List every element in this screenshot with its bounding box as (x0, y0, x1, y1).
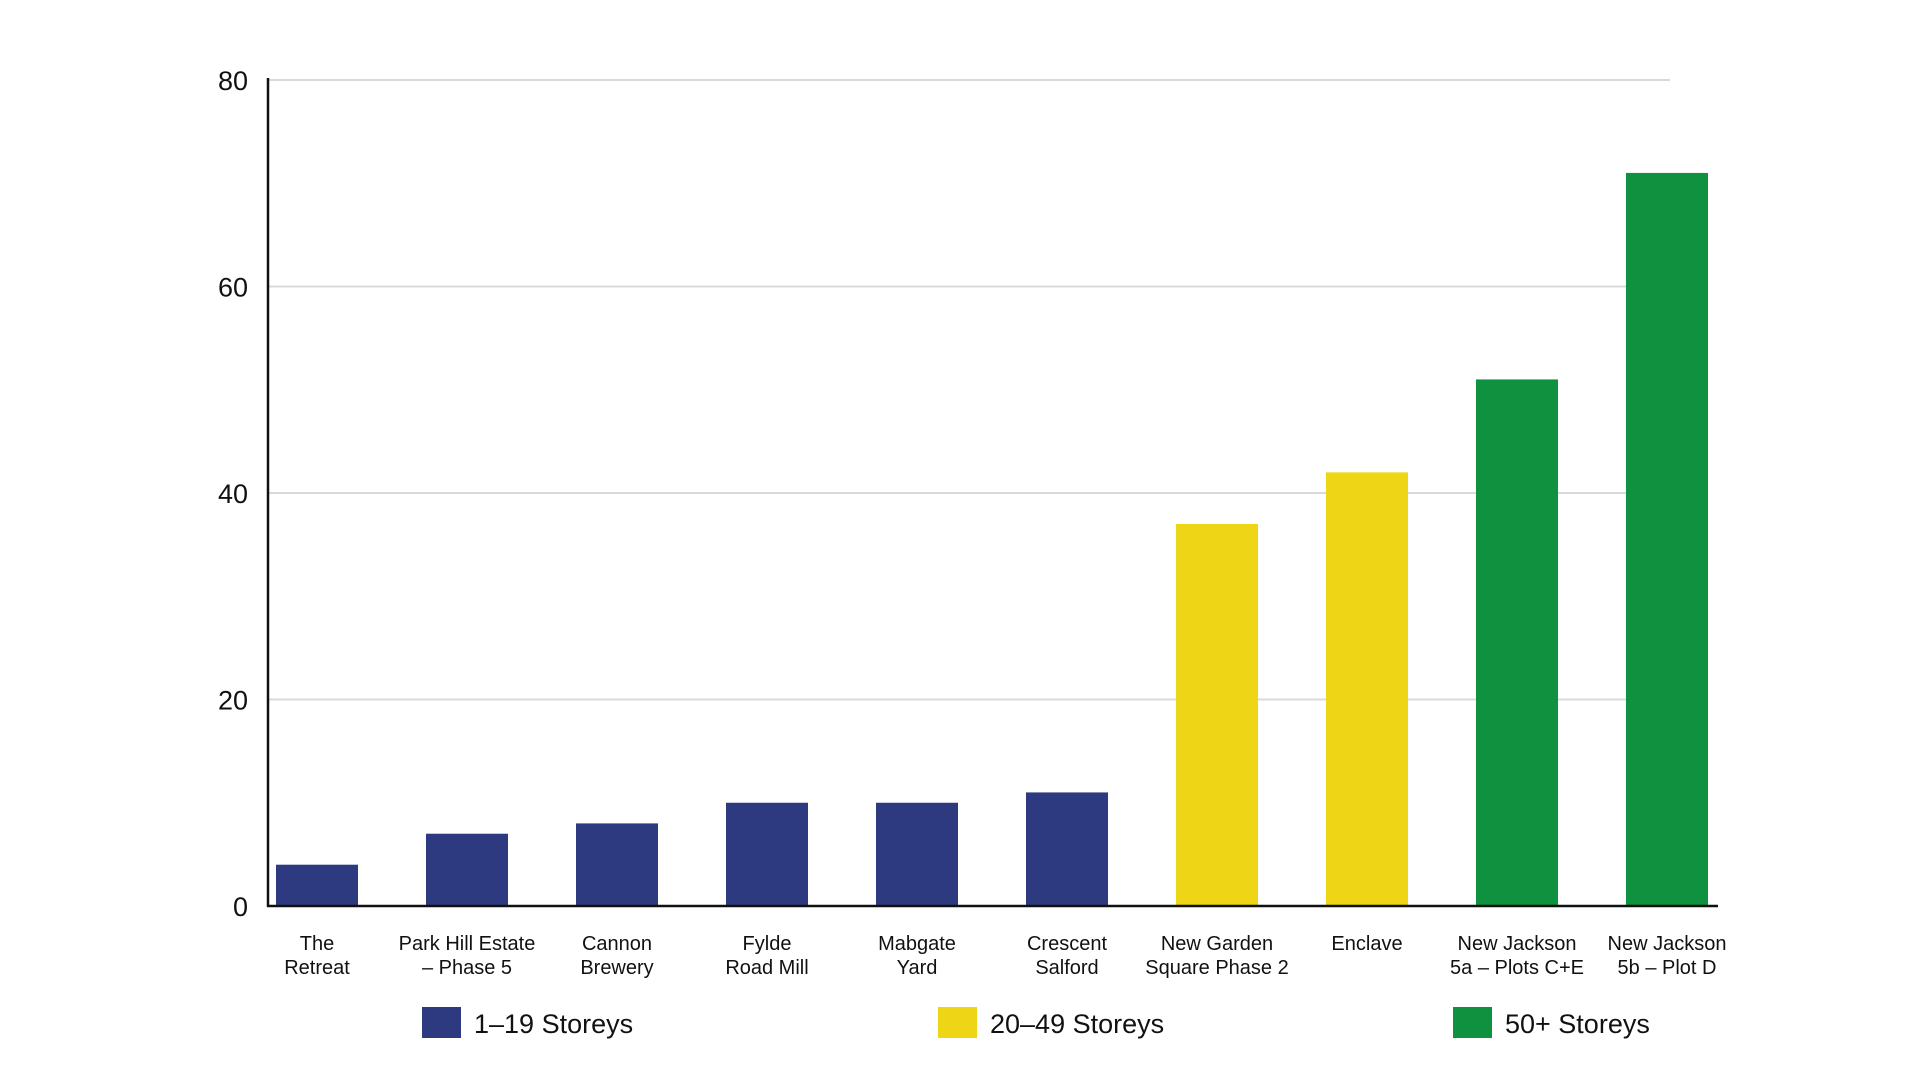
legend-swatch-2 (1453, 1007, 1492, 1038)
x-tick-label-line: Retreat (284, 957, 350, 979)
bar-0 (276, 864, 358, 906)
bar-6 (1176, 523, 1258, 906)
x-tick-label: New Garden Square Phase 2 (1145, 933, 1288, 979)
x-tick-label-line: The (300, 933, 334, 955)
x-tick-label: Fylde Road Mill (725, 933, 808, 979)
x-tick-label-line: Salford (1035, 957, 1098, 979)
legend-swatch-0 (422, 1007, 461, 1038)
bar-9 (1626, 172, 1708, 907)
bar-4 (876, 802, 958, 906)
x-tick-label-line: Park Hill Estate (399, 933, 536, 955)
x-tick-label-line: New Jackson (1608, 933, 1727, 955)
bar-1 (426, 833, 508, 906)
y-tick-label: 80 (218, 66, 248, 96)
y-tick-label: 40 (218, 479, 248, 509)
x-tick-label: Enclave (1331, 933, 1402, 955)
gridlines (268, 79, 1670, 701)
legend-label-0: 1–19 Storeys (474, 1009, 633, 1039)
x-tick-label-line: Fylde (743, 933, 792, 955)
x-tick-label-line: Brewery (580, 957, 653, 979)
x-tick-label: New Jackson 5b – Plot D (1608, 933, 1727, 979)
y-tick-labels: 0 20 40 60 80 (218, 66, 248, 922)
x-tick-label-line: Yard (897, 957, 938, 979)
legend: 1–19 Storeys 20–49 Storeys 50+ Storeys (422, 1007, 1650, 1039)
bar-2 (576, 823, 658, 906)
y-tick-label: 20 (218, 686, 248, 716)
x-tick-label-line: Enclave (1331, 933, 1402, 955)
x-tick-label-line: New Jackson (1458, 933, 1577, 955)
bar-7 (1326, 472, 1408, 906)
x-tick-label-line: Mabgate (878, 933, 956, 955)
bar-5 (1026, 792, 1108, 906)
x-tick-label: Cannon Brewery (580, 933, 653, 979)
x-tick-label: New Jackson 5a – Plots C+E (1450, 933, 1584, 979)
bars (276, 172, 1708, 907)
legend-swatch-1 (938, 1007, 977, 1038)
bar-3 (726, 802, 808, 906)
x-tick-label-line: Road Mill (725, 957, 808, 979)
x-tick-label-line: 5b – Plot D (1618, 957, 1717, 979)
x-tick-label-line: New Garden (1161, 933, 1273, 955)
x-tick-label-line: Crescent (1027, 933, 1107, 955)
x-tick-label: Park Hill Estate – Phase 5 (399, 933, 536, 979)
axes (266, 78, 1718, 908)
x-tick-label: The Retreat (284, 933, 350, 979)
x-tick-labels: The Retreat Park Hill Estate – Phase 5 Canno… (284, 933, 1726, 979)
x-tick-label: Crescent Salford (1027, 933, 1107, 979)
x-tick-label: Mabgate Yard (878, 933, 956, 979)
x-tick-label-line: – Phase 5 (422, 957, 512, 979)
legend-label-2: 50+ Storeys (1505, 1009, 1650, 1039)
legend-label-1: 20–49 Storeys (990, 1009, 1164, 1039)
x-tick-label-line: Square Phase 2 (1145, 957, 1288, 979)
y-tick-label: 0 (233, 892, 248, 922)
y-tick-label: 60 (218, 273, 248, 303)
x-tick-label-line: Cannon (582, 933, 652, 955)
x-tick-label-line: 5a – Plots C+E (1450, 957, 1584, 979)
bar-8 (1476, 379, 1558, 906)
